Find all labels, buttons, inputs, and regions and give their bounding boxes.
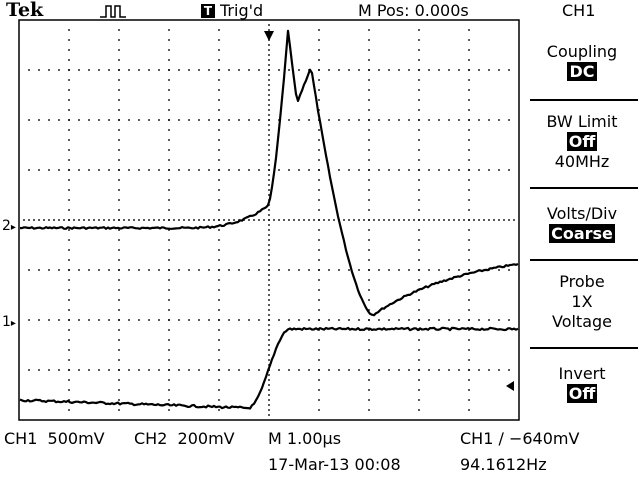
volts-div-menu-item[interactable]: Volts/Div Coarse: [524, 204, 640, 244]
menu-divider: [530, 187, 638, 189]
trigger-readout: CH1 ∕ −640mV: [460, 429, 580, 448]
menu-divider: [530, 347, 638, 349]
trigger-state-label: Trig'd: [220, 1, 264, 20]
menu-divider: [530, 259, 638, 261]
ch2-waveform: [19, 29, 519, 317]
bw-limit-value: Off: [566, 132, 598, 151]
frequency-readout: 94.1612Hz: [460, 455, 547, 474]
probe-type: Voltage: [551, 312, 612, 331]
probe-title: Probe: [559, 272, 605, 291]
horizontal-position: M Pos: 0.000s: [358, 1, 469, 20]
coupling-value: DC: [567, 62, 597, 81]
bw-limit-menu-item[interactable]: BW Limit Off 40MHz: [524, 112, 640, 172]
waveform-display: [18, 19, 520, 421]
menu-channel-title: CH1: [562, 1, 596, 20]
probe-attenuation: 1X: [571, 292, 593, 311]
coupling-title: Coupling: [546, 42, 618, 61]
volts-div-value: Coarse: [549, 224, 615, 243]
graticule-grid: [23, 24, 515, 416]
bw-limit-title: BW Limit: [546, 112, 618, 131]
brand-logo: Tek: [6, 0, 44, 21]
ch2-scale-readout: CH2 200mV: [134, 429, 235, 448]
date-time-readout: 17-Mar-13 00:08: [268, 455, 401, 474]
coupling-menu-item[interactable]: Coupling DC: [524, 42, 640, 82]
ch1-scale-readout: CH1 500mV: [4, 429, 105, 448]
trigger-status: T Trig'd: [201, 1, 263, 20]
bw-limit-frequency: 40MHz: [554, 152, 610, 171]
ch2-ground-marker: 2▸: [2, 218, 16, 234]
invert-menu-item[interactable]: Invert Off: [524, 364, 640, 404]
graticule-border: [18, 19, 520, 421]
menu-divider: [530, 99, 638, 101]
run-pulse-icon: [100, 5, 126, 18]
volts-div-title: Volts/Div: [546, 204, 618, 223]
invert-value: Off: [566, 384, 598, 403]
probe-menu-item[interactable]: Probe 1X Voltage: [524, 272, 640, 332]
ch1-waveform: [19, 326, 519, 410]
ch1-ground-marker: 1▸: [2, 314, 16, 330]
trigger-badge: T: [201, 4, 215, 18]
timebase-readout: M 1.00µs: [268, 429, 342, 448]
invert-title: Invert: [558, 364, 606, 383]
trigger-level-marker: [506, 381, 514, 391]
trigger-position-marker: [264, 31, 274, 41]
